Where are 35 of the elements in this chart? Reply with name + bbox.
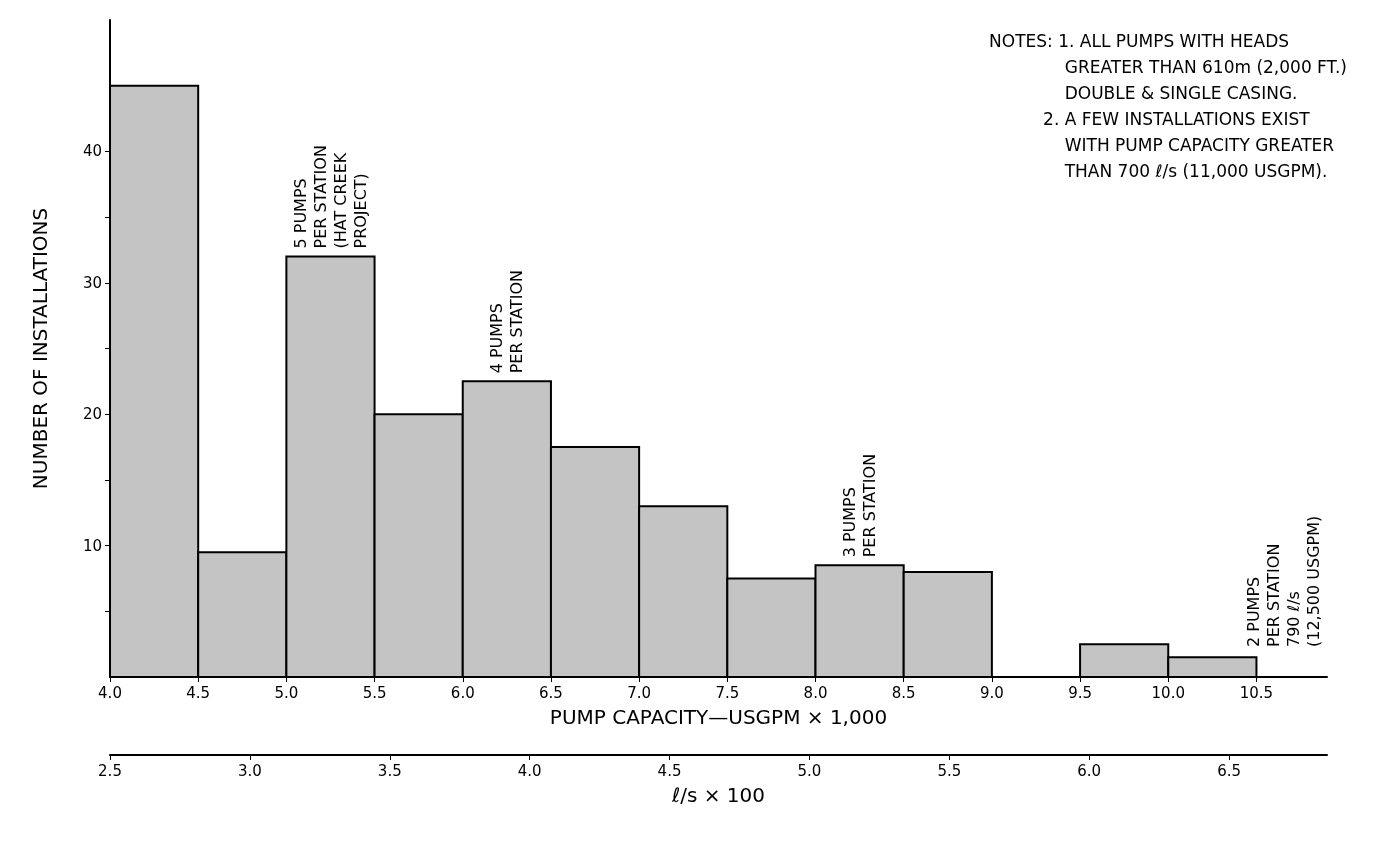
- x-tick-label: 5.0: [274, 683, 299, 702]
- x-tick-label: 6.5: [539, 683, 563, 702]
- x-tick-label: 4.5: [186, 683, 211, 702]
- x-tick-label: 6.0: [450, 683, 475, 702]
- x2-tick-label: 6.5: [1217, 761, 1242, 780]
- y-tick-label: 20: [82, 405, 102, 424]
- annotation: 3 PUMPS PER STATION: [840, 453, 880, 558]
- y-axis-title: NUMBER OF INSTALLATIONS: [28, 207, 52, 490]
- x2-tick-label: 3.0: [237, 761, 262, 780]
- x2-tick-label: 2.5: [98, 761, 122, 780]
- x2-tick-label: 5.5: [937, 761, 962, 780]
- x-tick-label: 8.5: [891, 683, 916, 702]
- x-tick-label: 10.5: [1239, 683, 1274, 702]
- x-tick-label: 8.0: [803, 683, 828, 702]
- x-tick-label: 5.5: [362, 683, 387, 702]
- annotation: 2 PUMPS PER STATION 790 ℓ/s (12,500 USGPM): [1243, 515, 1323, 647]
- x-tick-label: 7.5: [715, 683, 740, 702]
- annotation: 4 PUMPS PER STATION: [487, 269, 527, 374]
- x-tick-label: 7.0: [627, 683, 652, 702]
- x-axis-title: PUMP CAPACITY—USGPM × 1,000: [549, 705, 888, 729]
- x2-tick-label: 6.0: [1077, 761, 1102, 780]
- annotation: NOTES: 1. ALL PUMPS WITH HEADS GREATER THAN 610m (2,000 FT.) DOUBLE & SINGLE CASING. 2. A FEW INSTALLATIONS EXIST WITH PUMP CAPACITY GREATER THAN 700 ℓ/s (11,000 USGPM).: [989, 31, 1348, 181]
- y-tick-label: 40: [82, 142, 102, 161]
- x-tick-label: 10.0: [1151, 683, 1185, 702]
- x2-tick-label: 4.5: [657, 761, 682, 780]
- x2-axis-title: ℓ/s × 100: [670, 783, 766, 807]
- y-tick-label: 30: [82, 273, 102, 292]
- x2-tick-label: 3.5: [377, 761, 402, 780]
- x2-tick-label: 4.0: [517, 761, 542, 780]
- annotation: 5 PUMPS PER STATION (HAT CREEK PROJECT): [290, 145, 370, 249]
- y-tick-label: 10: [82, 536, 102, 555]
- x-tick-label: 9.0: [979, 683, 1004, 702]
- x-tick-label: 9.5: [1068, 683, 1092, 702]
- x2-tick-label: 5.0: [797, 761, 822, 780]
- x-tick-label: 4.0: [98, 683, 122, 702]
